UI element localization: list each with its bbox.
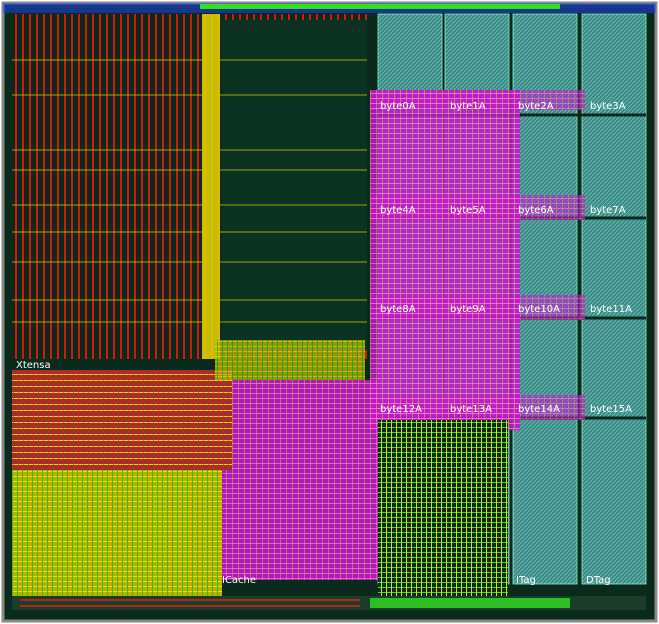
bottom-green-strip <box>370 598 570 608</box>
label-byte2: byte2A <box>518 101 554 112</box>
block-labels: Xtensa ICache ITag DTag byte0A byte1A by… <box>16 101 632 586</box>
core-dark-block <box>222 20 367 350</box>
label-core: Xtensa <box>16 360 51 371</box>
yellow-stripe-core <box>215 340 365 380</box>
label-byte9: byte9A <box>450 304 486 315</box>
label-byte13: byte13A <box>450 404 492 415</box>
label-byte10: byte10A <box>518 304 560 315</box>
sram-bank-3 <box>581 13 647 585</box>
label-byte11: byte11A <box>590 304 632 315</box>
label-byte4: byte4A <box>380 205 416 216</box>
top-edge-green <box>200 4 560 9</box>
label-byte12: byte12A <box>380 404 422 415</box>
label-byte15: byte15A <box>590 404 632 415</box>
core-yellow-bus <box>202 14 220 359</box>
label-byte7: byte7A <box>590 205 626 216</box>
logic-green <box>378 420 508 600</box>
label-icache: ICache <box>222 575 256 586</box>
label-byte14: byte14A <box>518 404 560 415</box>
label-byte3: byte3A <box>590 101 626 112</box>
bottom-red-lines <box>20 599 360 607</box>
logic-maroon <box>12 370 232 470</box>
label-byte1: byte1A <box>450 101 486 112</box>
label-itag: ITag <box>516 575 536 586</box>
logic-yellow <box>12 470 222 610</box>
label-byte6: byte6A <box>518 205 554 216</box>
label-byte5: byte5A <box>450 205 486 216</box>
core-horizontal-wires <box>12 59 367 323</box>
label-byte0: byte0A <box>380 101 416 112</box>
label-byte8: byte8A <box>380 304 416 315</box>
label-dtag: DTag <box>586 575 611 586</box>
